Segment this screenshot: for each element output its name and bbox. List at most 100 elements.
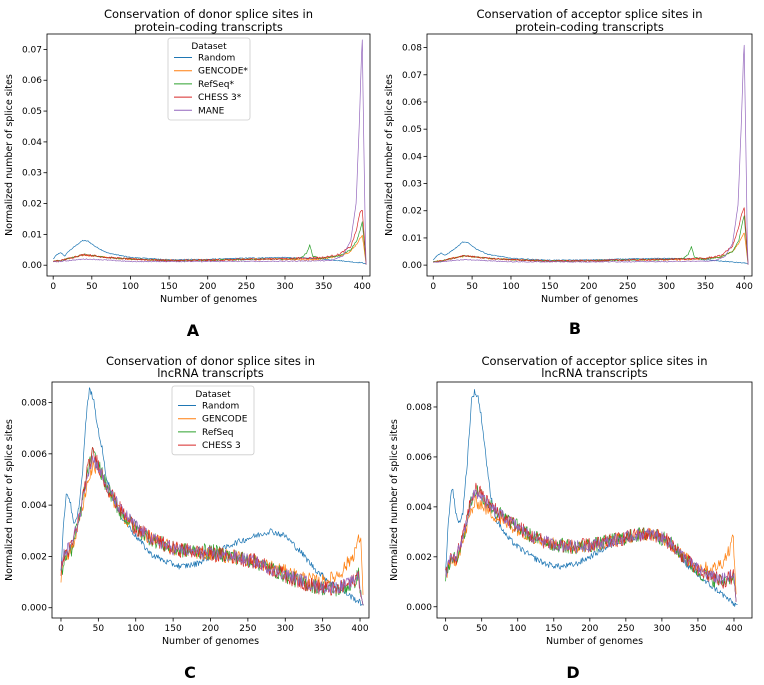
x-tick-label: 100 [127, 624, 144, 634]
chart-title: Conservation of donor splice sites in [104, 7, 313, 21]
y-tick-label: 0.07 [402, 71, 422, 81]
x-tick-label: 0 [50, 282, 56, 292]
y-tick-label: 0.06 [402, 98, 422, 108]
legend: Dataset Random GENCODE RefSeq CHESS 3 [171, 385, 255, 456]
y-axis-label: Normalized number of splice sites [4, 419, 15, 581]
series-line-chess [60, 447, 364, 606]
x-tick-label: 0 [443, 624, 449, 634]
x-tick-label: 0 [58, 624, 64, 634]
axes-frame [436, 381, 753, 619]
series-line-chess [53, 210, 367, 265]
chart-panel-b: Conservation of acceptor splice sites in… [384, 7, 753, 338]
series-line-mane [433, 44, 749, 265]
y-tick-label: 0.008 [21, 399, 47, 409]
x-tick-label: 200 [202, 624, 219, 634]
x-tick-label: 400 [736, 282, 753, 292]
y-tick-label: 0.06 [22, 76, 42, 86]
x-tick-label: 300 [276, 282, 293, 292]
chart-panel-a: Conservation of donor splice sites inpro… [4, 7, 371, 340]
x-tick-label: 100 [502, 282, 519, 292]
legend-entry: GENCODE [202, 415, 248, 425]
x-tick-label: 350 [689, 624, 706, 634]
y-tick-label: 0.00 [22, 261, 42, 271]
axes-frame [46, 33, 371, 277]
x-tick-label: 150 [160, 282, 177, 292]
x-tick-label: 400 [725, 624, 742, 634]
chart-title: Conservation of acceptor splice sites in [481, 354, 707, 368]
legend: Dataset Random GENCODE* RefSeq* CHESS 3* MANE [167, 37, 251, 121]
chart-title: lncRNA transcripts [541, 366, 648, 380]
series-group [60, 387, 364, 607]
x-tick-label: 50 [476, 624, 488, 634]
y-tick-label: 0.004 [406, 503, 432, 513]
x-tick-label: 250 [238, 282, 255, 292]
x-tick-label: 0 [430, 282, 436, 292]
x-tick-label: 250 [239, 624, 256, 634]
legend-box [167, 37, 251, 121]
x-tick-label: 100 [122, 282, 139, 292]
series-line-chess [445, 482, 737, 602]
x-tick-label: 200 [199, 282, 216, 292]
chart-title: Conservation of donor splice sites in [106, 354, 315, 368]
x-tick-label: 50 [466, 282, 478, 292]
x-tick-label: 400 [354, 282, 371, 292]
y-tick-label: 0.004 [21, 501, 47, 511]
series-line-chess [433, 207, 749, 265]
legend-title: Dataset [191, 42, 227, 52]
chart-title: lncRNA transcripts [157, 366, 264, 380]
chart-title: protein-coding transcripts [134, 20, 283, 34]
y-tick-label: 0.002 [406, 553, 432, 563]
y-tick-label: 0.000 [406, 603, 432, 613]
x-tick-label: 50 [93, 624, 105, 634]
legend-entry: CHESS 3* [198, 93, 242, 103]
y-tick-label: 0.05 [402, 125, 422, 135]
legend-entry: Random [202, 402, 239, 412]
y-tick-label: 0.002 [21, 552, 47, 562]
y-tick-label: 0.03 [22, 169, 42, 179]
chart-title: protein-coding transcripts [515, 20, 664, 34]
y-tick-label: 0.02 [402, 207, 422, 217]
y-axis-label: Normalized number of splice sites [4, 74, 15, 236]
panel-letter: A [187, 321, 200, 340]
series-line-random [52, 239, 367, 265]
y-tick-label: 0.03 [402, 180, 422, 190]
y-tick-label: 0.006 [406, 453, 432, 463]
x-tick-label: 350 [697, 282, 714, 292]
legend-entry: RefSeq* [198, 80, 235, 90]
x-tick-label: 300 [277, 624, 294, 634]
series-line-random [445, 389, 738, 607]
chart-title: Conservation of acceptor splice sites in [476, 7, 702, 21]
x-axis-label: Number of genomes [160, 294, 257, 305]
x-axis-label: Number of genomes [541, 294, 638, 305]
x-tick-label: 350 [314, 624, 331, 634]
legend-entry: RefSeq [202, 428, 234, 438]
y-tick-label: 0.01 [402, 234, 422, 244]
legend-title: Dataset [195, 390, 231, 400]
x-tick-label: 50 [86, 282, 98, 292]
y-tick-label: 0.02 [22, 200, 42, 210]
x-axis-label: Number of genomes [162, 636, 259, 647]
series-group [445, 389, 738, 607]
x-tick-label: 150 [545, 624, 562, 634]
axes-frame [426, 33, 753, 277]
y-axis-label: Normalized number of splice sites [384, 74, 395, 236]
x-tick-label: 300 [658, 282, 675, 292]
legend-entry: Random [198, 54, 235, 64]
series-line-refseq [60, 446, 364, 606]
x-tick-label: 100 [509, 624, 526, 634]
y-tick-label: 0.006 [21, 450, 47, 460]
y-tick-label: 0.000 [21, 604, 47, 614]
y-tick-label: 0.07 [22, 45, 42, 55]
x-tick-label: 200 [581, 624, 598, 634]
x-tick-label: 350 [315, 282, 332, 292]
y-tick-label: 0.04 [22, 138, 42, 148]
legend-entry: GENCODE* [198, 67, 248, 77]
series-group [52, 39, 367, 265]
x-tick-label: 300 [653, 624, 670, 634]
x-tick-label: 250 [619, 282, 636, 292]
legend-box [171, 385, 255, 456]
x-tick-label: 150 [541, 282, 558, 292]
y-axis-label: Normalized number of splice sites [389, 419, 400, 581]
x-tick-label: 150 [165, 624, 182, 634]
